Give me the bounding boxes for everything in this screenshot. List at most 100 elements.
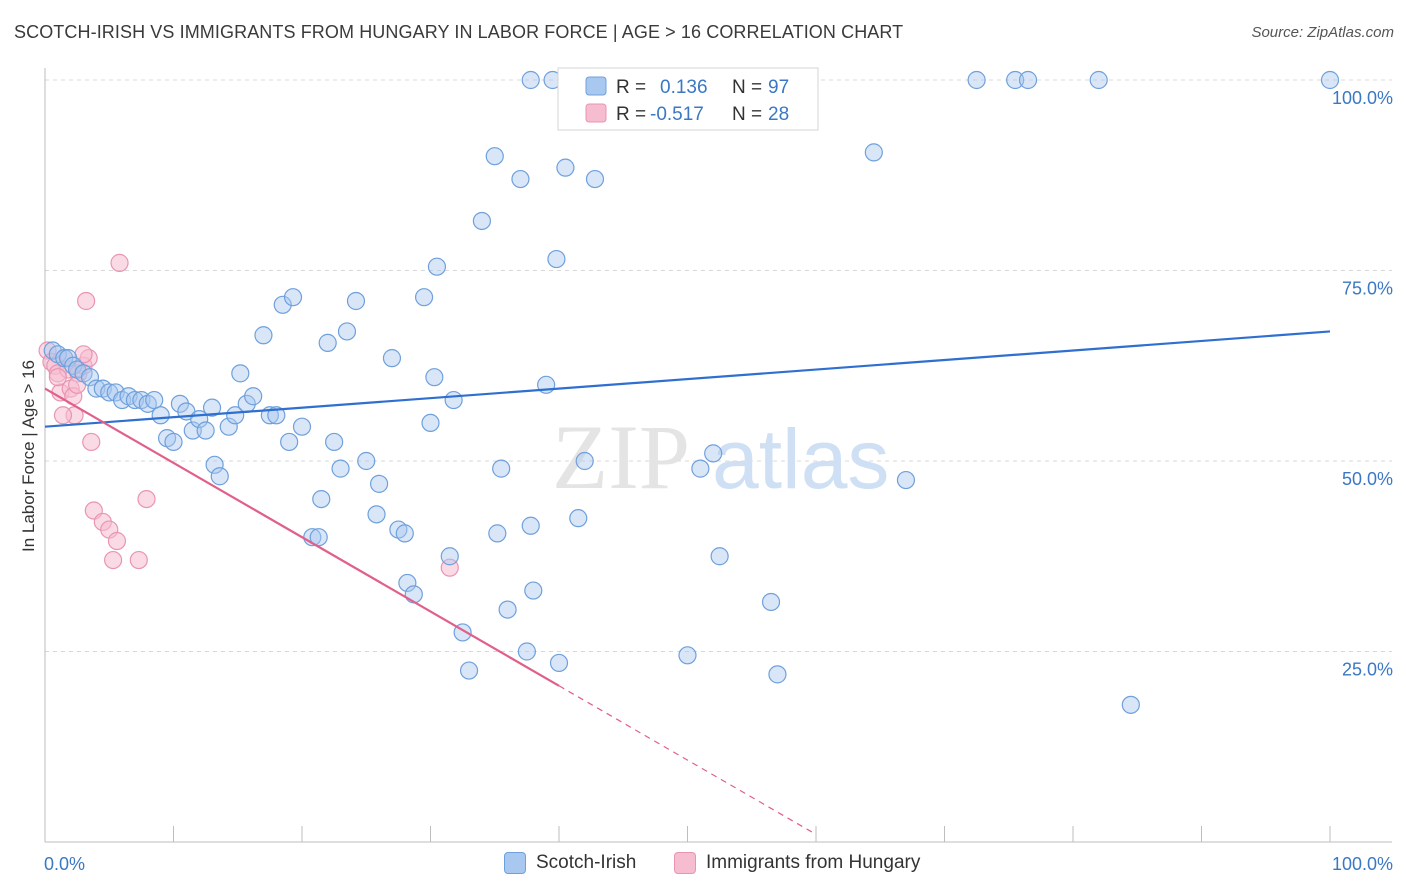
scotch-irish-point-69 <box>498 600 517 619</box>
scotch-irish-point-28 <box>210 467 229 486</box>
scotch-irish-point-45 <box>325 432 344 452</box>
scotch-irish-point-87 <box>864 143 883 162</box>
hungary-point-14 <box>82 432 101 452</box>
scotch-irish-point-72 <box>521 516 540 535</box>
scotch-irish-point-34 <box>254 326 273 345</box>
scotch-irish-point-76 <box>549 653 569 673</box>
legend-pink-n-label: N = <box>732 104 762 125</box>
scotch-irish-point-84 <box>710 547 729 566</box>
scotch-irish-point-62 <box>444 390 463 410</box>
scotch-irish-point-29 <box>219 417 238 436</box>
hungary-point-20 <box>110 253 129 272</box>
scotch-irish-point-90 <box>1006 70 1025 90</box>
hungary-point-19 <box>107 531 127 551</box>
stats-legend: R = 0.136 N = 97 R = -0.517 N = 28 <box>557 67 819 131</box>
scotch-irish-point-44 <box>318 333 337 352</box>
scotch-irish-point-73 <box>524 581 543 600</box>
scotch-irish-point-37 <box>273 295 292 314</box>
scotch-irish-point-83 <box>704 444 723 463</box>
scotch-irish-point-92 <box>1089 70 1108 90</box>
scotch-irish-point-91 <box>1018 70 1038 90</box>
legend-swatch-blue <box>504 852 526 874</box>
watermark-zip: ZIP <box>552 406 690 508</box>
scotch-irish-point-67 <box>488 524 507 543</box>
legend-item-scotch-irish: Scotch-Irish <box>504 852 636 874</box>
legend-label-hungary: Immigrants from Hungary <box>706 852 921 873</box>
y-axis-title: In Labor Force | Age > 16 <box>19 360 38 552</box>
scotch-irish-point-49 <box>357 451 376 471</box>
scotch-irish-point-23 <box>183 421 202 440</box>
scotch-irish-point-81 <box>678 646 697 665</box>
scotch-irish-point-57 <box>414 288 434 307</box>
legend-pink-r-label: R = <box>616 104 646 125</box>
legend-pink-n-value: 28 <box>768 104 789 125</box>
hungary-point-12 <box>77 291 96 311</box>
scotch-irish-point-54 <box>395 524 414 543</box>
hungary-point-25 <box>48 368 67 387</box>
scotch-irish-point-61 <box>440 547 459 566</box>
scotch-irish-point-36 <box>267 406 286 425</box>
scotch-irish-point-43 <box>312 490 331 509</box>
scotch-irish-point-39 <box>283 288 303 307</box>
scotch-irish-point-26 <box>202 398 222 417</box>
scotch-irish-point-88 <box>896 470 916 490</box>
blue-points-layer <box>43 70 1340 714</box>
watermark: ZIP atlas <box>552 406 889 508</box>
scotch-irish-point-65 <box>472 211 491 231</box>
scotch-irish-point-68 <box>492 459 511 478</box>
scotch-irish-point-86 <box>768 665 787 684</box>
scotch-irish-point-33 <box>244 387 263 406</box>
scotch-irish-point-30 <box>226 406 245 425</box>
hungary-point-23 <box>53 406 73 425</box>
scotch-irish-point-59 <box>425 368 444 387</box>
scotch-irish-point-70 <box>511 169 530 189</box>
watermark-atlas: atlas <box>712 412 889 506</box>
y-tick-label-3: 25.0% <box>1342 660 1393 680</box>
scotch-irish-point-80 <box>585 169 605 189</box>
x-tick-label-0: 0.0% <box>44 854 85 874</box>
scotch-irish-point-93 <box>1121 695 1140 714</box>
legend-blue-n-label: N = <box>732 77 762 98</box>
grid-layer <box>45 79 1392 652</box>
scotch-irish-point-18 <box>151 406 170 425</box>
scotch-irish-point-89 <box>967 70 986 90</box>
chart-title: SCOTCH-IRISH VS IMMIGRANTS FROM HUNGARY … <box>14 22 904 42</box>
tick-labels-layer: 100.0% 75.0% 50.0% 25.0% 0.0% 100.0% <box>44 88 1393 874</box>
scotch-irish-point-60 <box>427 257 447 276</box>
scotch-irish-point-66 <box>485 147 504 166</box>
scotch-irish-point-95 <box>521 70 540 90</box>
scotch-irish-point-52 <box>382 349 402 368</box>
scotch-irish-trend-line <box>44 330 1331 428</box>
scotch-irish-point-17 <box>145 390 164 410</box>
scotch-irish-point-58 <box>421 413 440 432</box>
hungary-point-18 <box>104 550 123 570</box>
scotch-irish-point-38 <box>280 432 299 452</box>
scotch-irish-point-77 <box>556 158 575 177</box>
scotch-irish-point-71 <box>517 642 536 661</box>
scotch-irish-point-40 <box>292 417 312 436</box>
scotch-irish-point-7 <box>80 368 100 387</box>
legend-blue-n-value: 97 <box>768 77 789 98</box>
legend-item-hungary: Immigrants from Hungary <box>674 852 920 874</box>
scotch-irish-point-55 <box>398 573 417 593</box>
trend-layer <box>44 330 1331 835</box>
scotch-irish-point-46 <box>331 459 350 478</box>
scotch-irish-point-25 <box>196 421 215 440</box>
scotch-irish-point-78 <box>569 509 588 528</box>
hungary-point-22 <box>137 490 156 509</box>
scotch-irish-point-20 <box>164 432 183 452</box>
y-tick-label-1: 75.0% <box>1342 279 1393 299</box>
scotch-irish-point-48 <box>346 291 366 311</box>
axes-layer <box>44 68 1392 843</box>
scotch-irish-point-82 <box>691 459 710 478</box>
legend-pink-r-value: -0.517 <box>650 104 704 125</box>
legend-swatch-pink <box>674 852 696 874</box>
scotch-irish-point-64 <box>459 661 479 680</box>
y-tick-label-0: 100.0% <box>1332 88 1393 108</box>
hungary-point-26 <box>74 345 93 364</box>
scotch-irish-point-79 <box>575 451 594 471</box>
legend-label-scotch-irish: Scotch-Irish <box>536 852 637 873</box>
scotch-irish-point-21 <box>170 394 190 413</box>
scotch-irish-point-75 <box>547 249 566 269</box>
legend-blue-r-value: 0.136 <box>660 77 708 98</box>
